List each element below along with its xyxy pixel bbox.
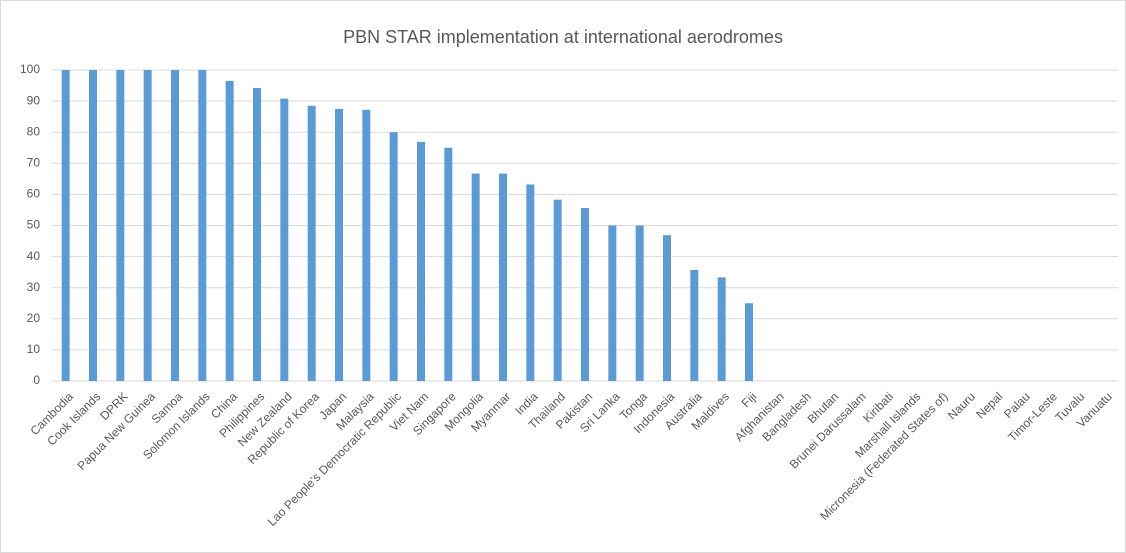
- bar: [171, 70, 179, 381]
- bar: [116, 70, 125, 381]
- y-tick-label: 0: [33, 373, 40, 387]
- bar: [89, 70, 97, 381]
- bar: [635, 225, 644, 381]
- bar: [745, 303, 753, 381]
- bar: [717, 277, 726, 381]
- y-tick-label: 40: [27, 249, 41, 263]
- bar: [444, 147, 453, 381]
- bar: [225, 80, 234, 381]
- bar: [526, 184, 535, 381]
- y-tick-label: 60: [27, 187, 41, 201]
- bar: [198, 70, 207, 381]
- bar: [335, 108, 343, 381]
- y-tick-label: 30: [27, 280, 41, 294]
- bar: [389, 132, 398, 381]
- bar: [608, 225, 617, 381]
- y-tick-label: 50: [27, 218, 41, 232]
- y-tick-label: 20: [27, 311, 41, 325]
- chart-title: PBN STAR implementation at international…: [343, 27, 783, 47]
- bar: [307, 105, 316, 381]
- bar: [417, 141, 425, 381]
- y-tick-label: 90: [27, 93, 41, 107]
- bar: [499, 173, 507, 381]
- bar: [362, 109, 371, 382]
- y-tick-label: 10: [27, 342, 41, 356]
- y-tick-label: 100: [20, 62, 40, 76]
- bar: [663, 235, 671, 381]
- bar: [471, 173, 480, 381]
- y-tick-label: 70: [27, 155, 41, 169]
- y-tick-label: 80: [27, 124, 41, 138]
- bar: [581, 208, 589, 381]
- bar: [143, 70, 152, 381]
- bar: [61, 70, 70, 381]
- bar: [553, 199, 562, 381]
- bar: [690, 269, 699, 381]
- bar: [280, 98, 289, 381]
- bar: [253, 88, 261, 382]
